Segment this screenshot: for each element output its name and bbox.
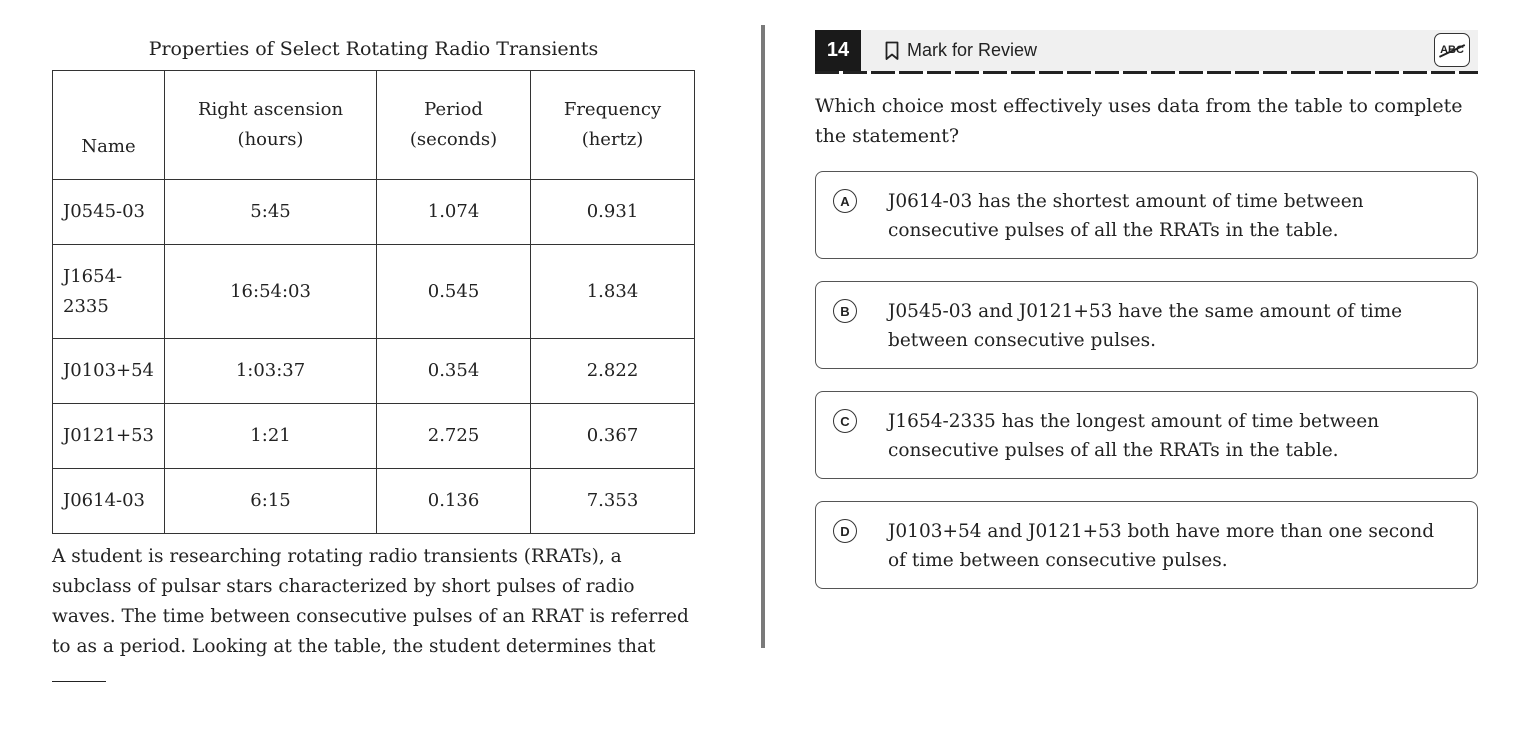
table-cell-name: J0614-03 bbox=[51, 468, 166, 534]
column-header-right-ascension: Right ascension (hours) bbox=[164, 70, 378, 180]
table-cell-frequency: 0.931 bbox=[530, 179, 695, 245]
passage-text: A student is researching rotating radio … bbox=[52, 542, 697, 692]
table-cell-frequency: 0.367 bbox=[530, 403, 695, 469]
table-cell-name: J0121+53 bbox=[51, 403, 166, 469]
question-header-bar: 14 Mark for Review ABC bbox=[815, 30, 1478, 74]
table-cell-right-ascension: 1:21 bbox=[164, 403, 378, 469]
table-cell-period: 0.136 bbox=[376, 468, 532, 534]
data-table: Name Right ascension (hours) Period (secon… bbox=[51, 70, 695, 534]
answer-blank bbox=[52, 663, 106, 682]
table-cell-right-ascension: 5:45 bbox=[164, 179, 378, 245]
table-cell-period: 2.725 bbox=[376, 403, 532, 469]
table-cell-right-ascension: 6:15 bbox=[164, 468, 378, 534]
choice-text-d: J0103+54 and J0121+53 both have more tha… bbox=[888, 521, 1435, 571]
mark-for-review-button[interactable]: Mark for Review bbox=[885, 30, 1037, 71]
table-cell-name: J0545-03 bbox=[51, 179, 166, 245]
name-part: 2335 bbox=[63, 295, 109, 317]
choice-letter-c: C bbox=[833, 409, 857, 433]
choice-c[interactable]: C J1654-2335 has the longest amount of t… bbox=[815, 391, 1478, 479]
abc-strikethrough-icon: ABC bbox=[1440, 44, 1464, 56]
table-title: Properties of Select Rotating Radio Tran… bbox=[148, 38, 599, 60]
table-cell-name: J1654- 2335 bbox=[51, 244, 166, 339]
table-cell-frequency: 1.834 bbox=[530, 244, 695, 339]
table-cell-period: 0.354 bbox=[376, 338, 532, 404]
bookmark-icon bbox=[885, 41, 899, 60]
choice-text-a: J0614-03 has the shortest amount of time… bbox=[888, 191, 1364, 241]
table-cell-frequency: 2.822 bbox=[530, 338, 695, 404]
question-pane: 14 Mark for Review ABC Which choice most… bbox=[815, 30, 1478, 611]
column-header-period: Period (seconds) bbox=[376, 70, 532, 180]
table-cell-frequency: 7.353 bbox=[530, 468, 695, 534]
column-header-frequency: Frequency (hertz) bbox=[530, 70, 695, 180]
table-row: J0614-03 6:15 0.136 7.353 bbox=[51, 468, 695, 534]
table-cell-period: 0.545 bbox=[376, 244, 532, 339]
choice-letter-a: A bbox=[833, 189, 857, 213]
question-prompt: Which choice most effectively uses data … bbox=[815, 95, 1463, 147]
header-dashed-rule bbox=[815, 71, 1478, 74]
column-header-name: Name bbox=[51, 70, 166, 180]
table-row: J0121+53 1:21 2.725 0.367 bbox=[51, 403, 695, 469]
table-row: J0103+54 1:03:37 0.354 2.822 bbox=[51, 338, 695, 404]
table-header-row: Name Right ascension (hours) Period (secon… bbox=[51, 70, 695, 180]
table-cell-name: J0103+54 bbox=[51, 338, 166, 404]
table-row: J0545-03 5:45 1.074 0.931 bbox=[51, 179, 695, 245]
choice-text-b: J0545-03 and J0121+53 have the same amou… bbox=[888, 301, 1403, 351]
passage-pane: Properties of Select Rotating Radio Tran… bbox=[51, 38, 697, 692]
choice-letter-b: B bbox=[833, 299, 857, 323]
table-cell-right-ascension: 1:03:37 bbox=[164, 338, 378, 404]
choice-d[interactable]: D J0103+54 and J0121+53 both have more t… bbox=[815, 501, 1478, 589]
pane-divider[interactable] bbox=[761, 25, 765, 648]
choice-text-c: J1654-2335 has the longest amount of tim… bbox=[888, 411, 1380, 461]
mark-for-review-label: Mark for Review bbox=[907, 40, 1038, 60]
choice-b[interactable]: B J0545-03 and J0121+53 have the same am… bbox=[815, 281, 1478, 369]
table-cell-right-ascension: 16:54:03 bbox=[164, 244, 378, 339]
choice-letter-d: D bbox=[833, 519, 857, 543]
answer-eliminator-button[interactable]: ABC bbox=[1434, 33, 1470, 67]
answer-choices: A J0614-03 has the shortest amount of ti… bbox=[815, 171, 1478, 589]
table-cell-period: 1.074 bbox=[376, 179, 532, 245]
choice-a[interactable]: A J0614-03 has the shortest amount of ti… bbox=[815, 171, 1478, 259]
name-part: J1654- bbox=[63, 265, 123, 287]
table-row: J1654- 2335 16:54:03 0.545 1.834 bbox=[51, 244, 695, 339]
question-number: 14 bbox=[815, 30, 861, 71]
